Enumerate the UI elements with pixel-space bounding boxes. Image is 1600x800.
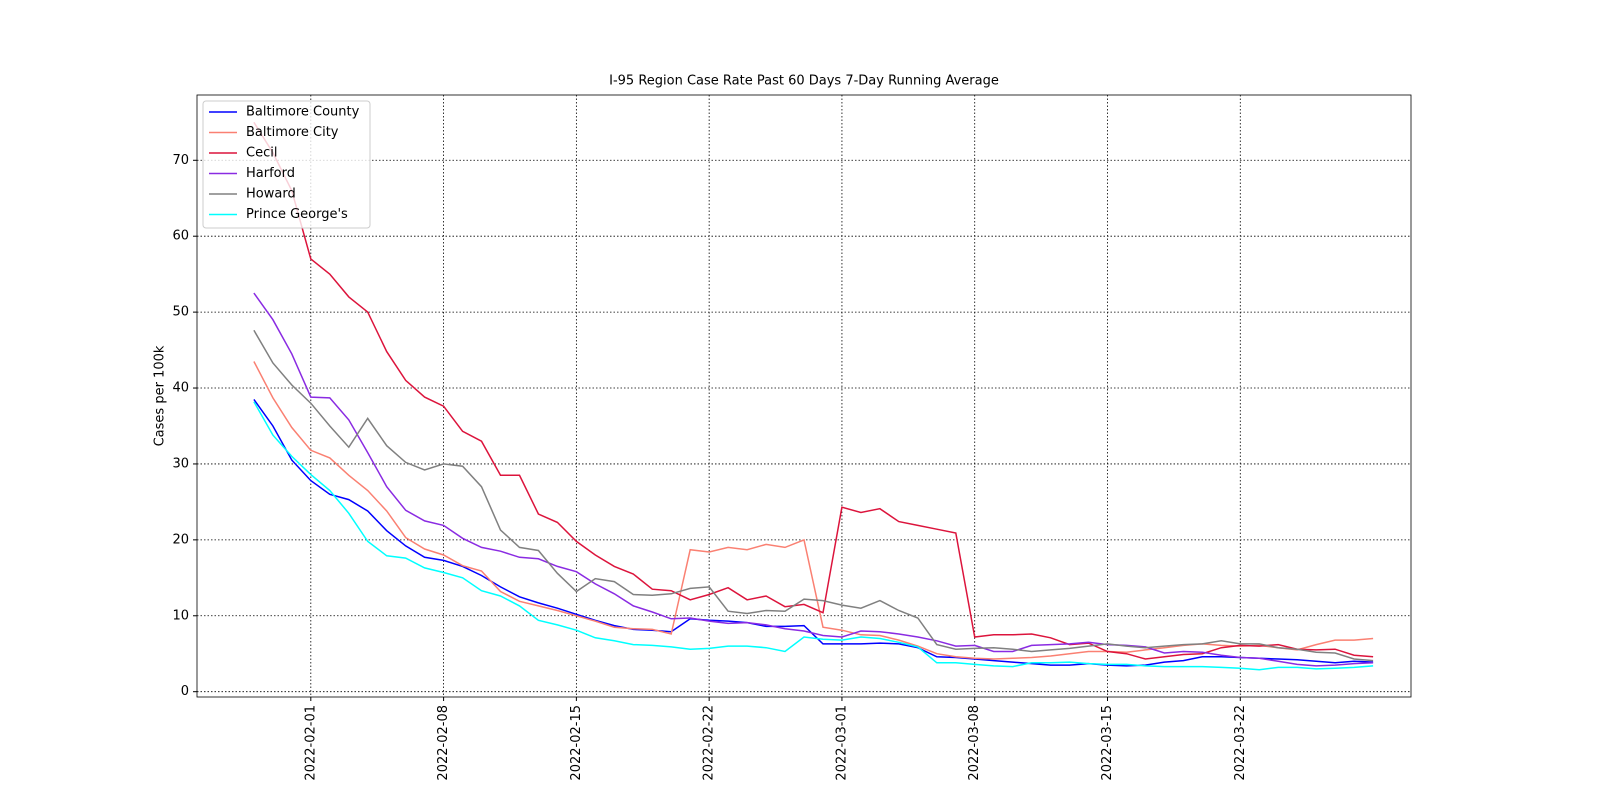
y-tick-label: 70 xyxy=(172,153,189,168)
x-tick-label: 2022-03-22 xyxy=(1233,705,1248,781)
y-tick-label: 0 xyxy=(181,684,189,699)
y-tick-label: 20 xyxy=(172,532,189,547)
legend-label: Harford xyxy=(246,166,295,181)
x-tick-label: 2022-02-15 xyxy=(569,705,584,781)
series-line xyxy=(253,398,1374,667)
x-tick-label: 2022-02-08 xyxy=(436,705,451,781)
y-tick-label: 60 xyxy=(172,229,189,244)
legend-label: Howard xyxy=(246,187,296,202)
y-tick-label: 40 xyxy=(172,381,189,396)
x-tick-label: 2022-03-08 xyxy=(967,705,982,781)
series-line xyxy=(253,121,1374,660)
legend-box xyxy=(202,100,371,229)
legend: Baltimore County Baltimore City Cecil Harfo… xyxy=(202,100,371,229)
legend-label: Baltimore City xyxy=(246,125,339,140)
chart-title: I-95 Region Case Rate Past 60 Days 7-Day… xyxy=(609,74,999,89)
series-line xyxy=(253,361,1374,660)
legend-label: Cecil xyxy=(246,146,277,161)
y-tick-label: 10 xyxy=(172,608,189,623)
legend-label: Prince George's xyxy=(246,207,348,222)
series-line xyxy=(253,292,1374,667)
x-tick-label: 2022-03-15 xyxy=(1100,705,1115,781)
x-tick-label: 2022-03-01 xyxy=(834,705,849,781)
plot-frame xyxy=(196,94,1412,698)
y-tick-label: 50 xyxy=(172,305,189,320)
x-tick-label: 2022-02-01 xyxy=(303,705,318,781)
series-line xyxy=(253,329,1374,662)
legend-label: Baltimore County xyxy=(246,105,360,120)
y-axis-label: Cases per 100k xyxy=(153,345,168,446)
x-tick-label: 2022-02-22 xyxy=(702,705,717,781)
series-line xyxy=(253,401,1374,671)
y-tick-label: 30 xyxy=(172,456,189,471)
